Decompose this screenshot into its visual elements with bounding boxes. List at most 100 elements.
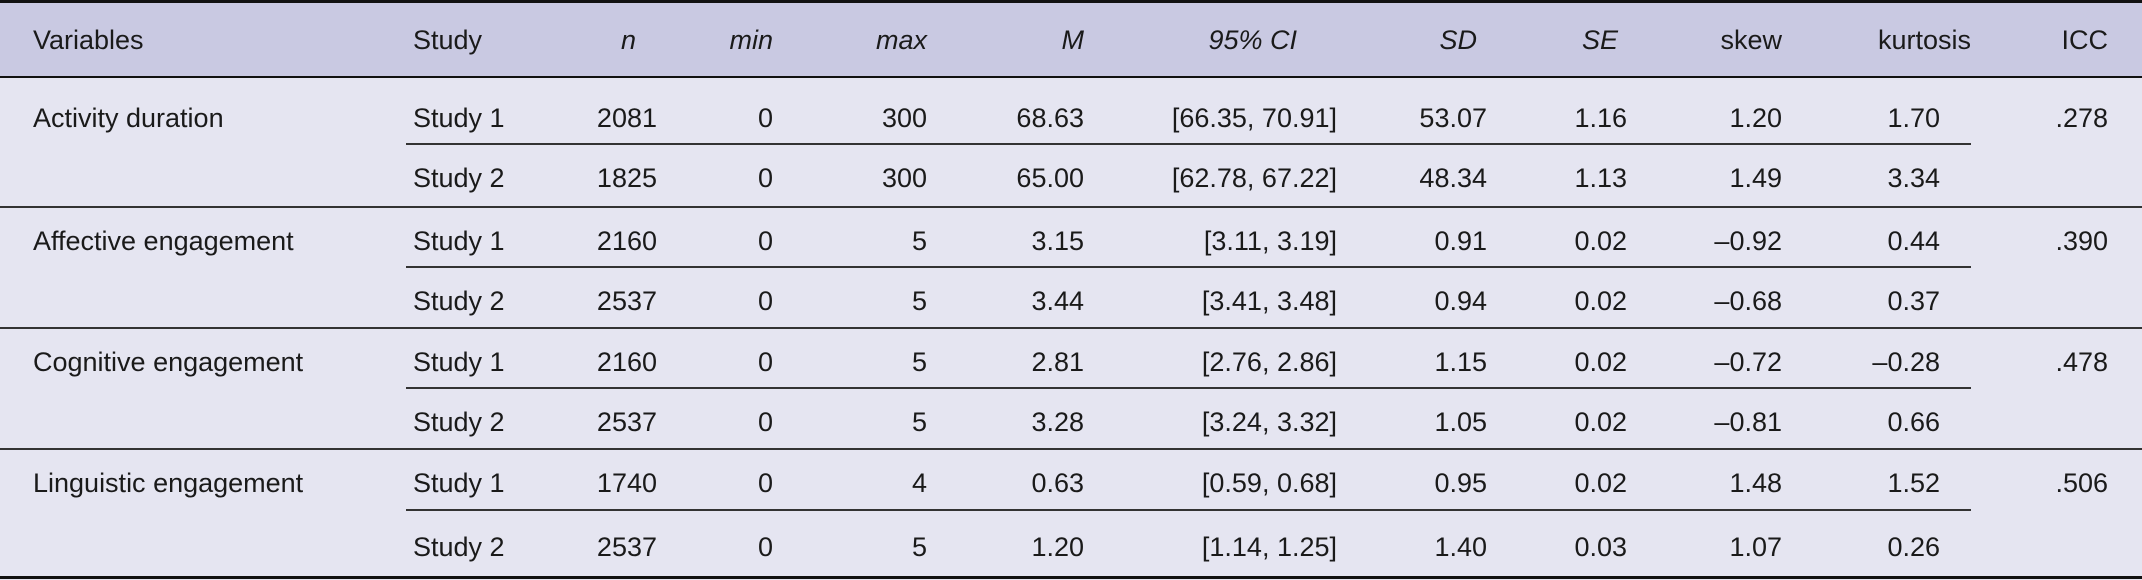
n-value: 2537 bbox=[596, 286, 657, 316]
study-label: Study 1 bbox=[413, 103, 505, 133]
study-label: Study 2 bbox=[413, 532, 505, 562]
study-label: Study 1 bbox=[413, 468, 505, 498]
variable-label: Affective engagement bbox=[33, 226, 294, 256]
max-value: 5 bbox=[911, 347, 927, 377]
table-bottom-rule bbox=[0, 576, 2142, 579]
max-value: 4 bbox=[911, 468, 927, 498]
table-top-rule bbox=[0, 0, 2142, 3]
mean-value: 2.81 bbox=[1031, 347, 1084, 377]
se-value: 0.02 bbox=[1574, 347, 1627, 377]
mean-value: 1.20 bbox=[1031, 532, 1084, 562]
kurtosis-value: 0.44 bbox=[1887, 226, 1940, 256]
group-divider bbox=[0, 206, 2142, 208]
sd-value: 53.07 bbox=[1419, 103, 1487, 133]
min-value: 0 bbox=[757, 407, 773, 437]
study-row-divider bbox=[406, 143, 1971, 145]
skew-value: 1.07 bbox=[1729, 532, 1782, 562]
skew-value: –0.81 bbox=[1714, 407, 1782, 437]
min-value: 0 bbox=[757, 163, 773, 193]
se-value: 0.02 bbox=[1574, 286, 1627, 316]
kurtosis-value: 0.37 bbox=[1887, 286, 1940, 316]
se-value: 0.02 bbox=[1574, 468, 1627, 498]
sd-value: 0.94 bbox=[1434, 286, 1487, 316]
sd-value: 1.40 bbox=[1434, 532, 1487, 562]
max-value: 5 bbox=[911, 407, 927, 437]
study-row-divider bbox=[406, 266, 1971, 268]
max-value: 5 bbox=[911, 226, 927, 256]
column-header-study: Study bbox=[413, 25, 483, 55]
column-header-mean: M bbox=[1061, 25, 1085, 55]
column-header-max: max bbox=[875, 25, 927, 55]
study-label: Study 2 bbox=[413, 286, 505, 316]
mean-value: 3.28 bbox=[1031, 407, 1084, 437]
ci-value: [0.59, 0.68] bbox=[1201, 468, 1337, 498]
sd-value: 0.91 bbox=[1434, 226, 1487, 256]
mean-value: 68.63 bbox=[1016, 103, 1084, 133]
icc-value: .478 bbox=[2055, 347, 2108, 377]
study-row-divider bbox=[406, 387, 1971, 389]
skew-value: –0.72 bbox=[1714, 347, 1782, 377]
ci-value: [66.35, 70.91] bbox=[1171, 103, 1337, 133]
min-value: 0 bbox=[757, 532, 773, 562]
variable-label: Linguistic engagement bbox=[33, 468, 304, 498]
variable-label: Activity duration bbox=[33, 103, 224, 133]
kurtosis-value: 3.34 bbox=[1887, 163, 1940, 193]
kurtosis-value: 0.26 bbox=[1887, 532, 1940, 562]
kurtosis-value: 1.70 bbox=[1887, 103, 1940, 133]
column-header-sd: SD bbox=[1439, 25, 1477, 55]
se-value: 1.16 bbox=[1574, 103, 1627, 133]
mean-value: 0.63 bbox=[1031, 468, 1084, 498]
mean-value: 3.44 bbox=[1031, 286, 1084, 316]
header-bottom-rule bbox=[0, 76, 2142, 78]
sd-value: 0.95 bbox=[1434, 468, 1487, 498]
se-value: 0.03 bbox=[1574, 532, 1627, 562]
study-label: Study 1 bbox=[413, 226, 505, 256]
mean-value: 3.15 bbox=[1031, 226, 1084, 256]
max-value: 300 bbox=[881, 103, 927, 133]
column-header-se: SE bbox=[1581, 25, 1618, 55]
ci-value: [3.11, 3.19] bbox=[1203, 226, 1337, 256]
skew-value: 1.48 bbox=[1729, 468, 1782, 498]
kurtosis-value: 0.66 bbox=[1887, 407, 1940, 437]
icc-value: .390 bbox=[2055, 226, 2108, 256]
skew-value: –0.68 bbox=[1714, 286, 1782, 316]
min-value: 0 bbox=[757, 103, 773, 133]
column-header-icc: ICC bbox=[2061, 25, 2109, 55]
table-header-row bbox=[0, 3, 2142, 76]
icc-value: .278 bbox=[2055, 103, 2108, 133]
ci-value: [62.78, 67.22] bbox=[1171, 163, 1337, 193]
column-header-skew: skew bbox=[1720, 25, 1782, 55]
n-value: 2160 bbox=[596, 347, 657, 377]
n-value: 1825 bbox=[596, 163, 657, 193]
max-value: 5 bbox=[911, 286, 927, 316]
n-value: 2081 bbox=[596, 103, 657, 133]
min-value: 0 bbox=[757, 347, 773, 377]
min-value: 0 bbox=[757, 286, 773, 316]
se-value: 1.13 bbox=[1574, 163, 1627, 193]
n-value: 2537 bbox=[596, 532, 657, 562]
n-value: 1740 bbox=[596, 468, 657, 498]
max-value: 5 bbox=[911, 532, 927, 562]
kurtosis-value: –0.28 bbox=[1872, 347, 1940, 377]
ci-value: [3.41, 3.48] bbox=[1201, 286, 1337, 316]
n-value: 2160 bbox=[596, 226, 657, 256]
n-value: 2537 bbox=[596, 407, 657, 437]
min-value: 0 bbox=[757, 226, 773, 256]
mean-value: 65.00 bbox=[1016, 163, 1084, 193]
kurtosis-value: 1.52 bbox=[1887, 468, 1940, 498]
variable-label: Cognitive engagement bbox=[33, 347, 304, 377]
sd-value: 48.34 bbox=[1419, 163, 1487, 193]
ci-value: [2.76, 2.86] bbox=[1201, 347, 1337, 377]
ci-value: [1.14, 1.25] bbox=[1201, 532, 1337, 562]
max-value: 300 bbox=[881, 163, 927, 193]
ci-value: [3.24, 3.32] bbox=[1201, 407, 1337, 437]
group-divider bbox=[0, 327, 2142, 329]
se-value: 0.02 bbox=[1574, 407, 1627, 437]
min-value: 0 bbox=[757, 468, 773, 498]
study-label: Study 2 bbox=[413, 163, 505, 193]
column-header-variables: Variables bbox=[33, 25, 144, 55]
column-header-n: n bbox=[620, 25, 636, 55]
skew-value: 1.49 bbox=[1729, 163, 1782, 193]
study-label: Study 2 bbox=[413, 407, 505, 437]
